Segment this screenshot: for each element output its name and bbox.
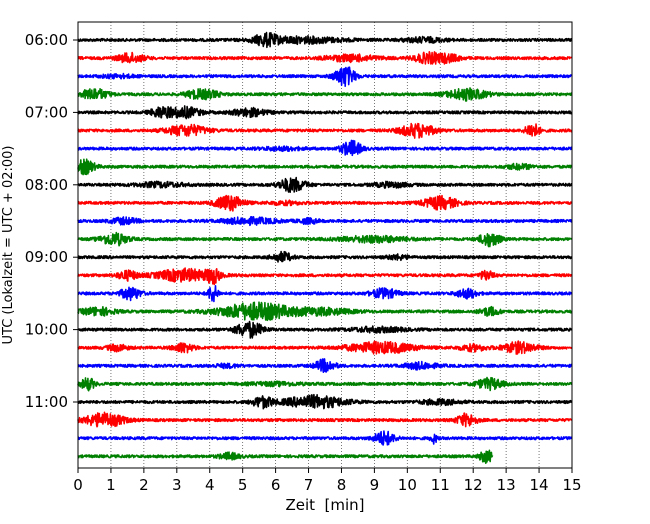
grid-lines (110, 22, 540, 468)
y-tick-label: 07:00 (25, 103, 68, 121)
trace-line (77, 284, 573, 303)
trace-line (77, 87, 573, 102)
trace-line (77, 176, 573, 193)
trace-line (77, 158, 573, 176)
trace-line (77, 358, 573, 374)
x-tick-label: 3 (172, 476, 182, 494)
x-tick-label: 11 (431, 476, 450, 494)
trace-line (77, 393, 573, 410)
x-tick-label: 13 (497, 476, 516, 494)
trace-line (77, 50, 573, 65)
x-tick-label: 6 (271, 476, 281, 494)
x-tick-label: 0 (73, 476, 83, 494)
y-axis-label: UTC (Lokalzeit = UTC + 02:00) (1, 146, 16, 345)
trace-line (77, 31, 573, 49)
x-tick-label: 9 (370, 476, 380, 494)
trace-line (77, 66, 573, 87)
x-axis-label: Zeit [min] (285, 496, 364, 514)
trace-line (77, 122, 573, 139)
x-tick-label: 2 (139, 476, 149, 494)
trace-line (77, 301, 573, 322)
trace-line (77, 139, 573, 157)
y-tick-label: 06:00 (25, 31, 68, 49)
trace-group (77, 31, 573, 465)
trace-line (77, 411, 573, 428)
y-tick-label: 10:00 (25, 321, 68, 339)
trace-line (77, 216, 573, 227)
x-tick-label: 10 (398, 476, 417, 494)
x-axis-ticks: 0 1 2 3 4 5 6 7 8 9 10 11 12 13 14 15 (73, 468, 582, 494)
y-axis-ticks: 06:00 07:00 08:00 09:00 10:00 11:00 (25, 31, 78, 411)
x-tick-label: 4 (205, 476, 215, 494)
x-tick-label: 7 (304, 476, 314, 494)
x-tick-label: 15 (562, 476, 581, 494)
x-tick-label: 5 (238, 476, 248, 494)
trace-line (77, 267, 573, 286)
trace-line (77, 376, 573, 392)
y-tick-label: 09:00 (25, 248, 68, 266)
trace-line (77, 449, 494, 465)
trace-line (77, 231, 573, 248)
trace-line (77, 194, 573, 212)
x-tick-label: 12 (464, 476, 483, 494)
trace-line (77, 105, 573, 120)
y-tick-label: 11:00 (25, 393, 68, 411)
x-tick-label: 8 (337, 476, 347, 494)
y-tick-label: 08:00 (25, 176, 68, 194)
trace-line (77, 430, 573, 446)
trace-line (77, 340, 573, 355)
x-tick-label: 1 (106, 476, 116, 494)
plot-frame (77, 21, 573, 469)
trace-line (77, 250, 573, 263)
x-tick-label: 14 (530, 476, 549, 494)
trace-line (77, 320, 573, 339)
